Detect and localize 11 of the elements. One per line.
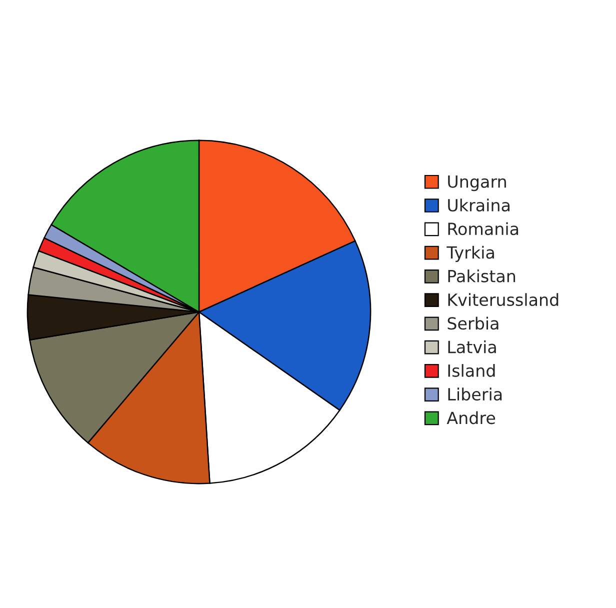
legend-label: Pakistan (448, 270, 516, 282)
legend-label: Ungarn (448, 176, 506, 192)
legend-label: Liberia (448, 388, 502, 401)
legend-label: Ukraina (448, 198, 510, 212)
legend-label: Island (448, 364, 495, 377)
legend-label: Andre (446, 411, 496, 424)
legend-label: Serbia (448, 316, 498, 330)
legend-label: Kviterussland (448, 293, 558, 306)
legend-label: Romania (448, 222, 518, 236)
legend-label: Tyrkia (446, 246, 494, 262)
legend-label: Latvia (448, 340, 496, 354)
